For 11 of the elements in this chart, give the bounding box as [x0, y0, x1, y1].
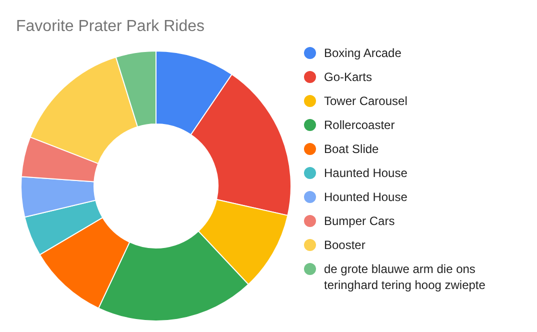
legend-label: Boat Slide	[324, 141, 379, 157]
chart-title: Favorite Prater Park Rides	[16, 18, 205, 36]
legend-label: Tower Carousel	[324, 93, 408, 109]
legend-label: de grote blauwe arm die ons teringhard tering hoog zwiepte	[324, 261, 486, 293]
legend-label: Hounted House	[324, 189, 408, 205]
legend-label: Rollercoaster	[324, 117, 395, 133]
legend-label: Booster	[324, 237, 366, 253]
legend-label: Boxing Arcade	[324, 45, 402, 61]
legend-label: Bumper Cars	[324, 213, 395, 229]
legend-label: Haunted House	[324, 165, 408, 181]
legend-label: Go-Karts	[324, 69, 372, 85]
